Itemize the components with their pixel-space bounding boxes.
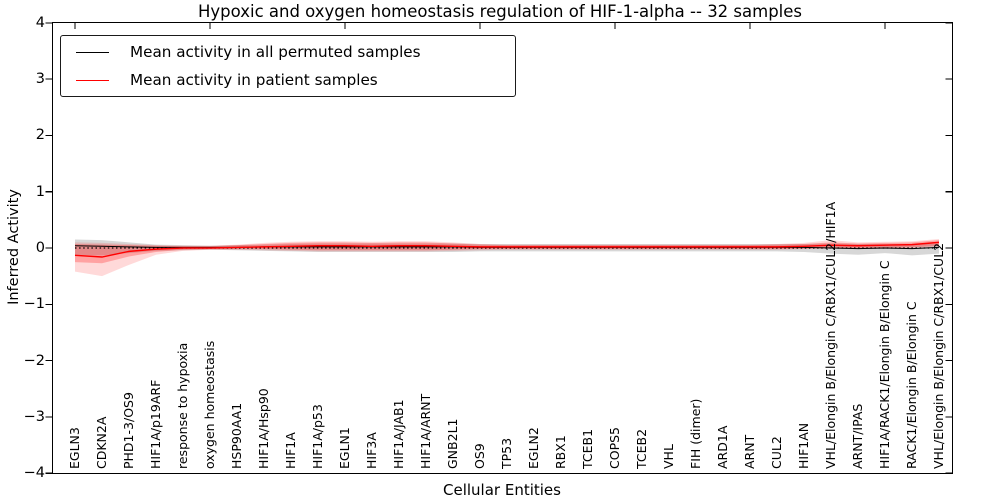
y-tick-label: −4 [23, 465, 45, 482]
x-tick-label: FIH (dimer) [688, 398, 703, 469]
x-tick-label: HIF1A/JAB1 [391, 399, 406, 469]
y-tick-label: 4 [35, 14, 45, 31]
chart-title: Hypoxic and oxygen homeostasis regulatio… [197, 2, 803, 21]
x-tick-label: TP53 [499, 437, 514, 469]
x-tick-label: CDKN2A [94, 416, 109, 469]
x-tick-label: HIF1A [283, 432, 298, 469]
x-tick-label: HIF1A/p19ARF [148, 379, 163, 469]
x-tick-label: HSP90AA1 [229, 402, 244, 469]
x-tick-label: VHL/Elongin B/Elongin C/RBX1/CUL2/HIF1A [823, 201, 838, 469]
x-tick-label: TCEB1 [580, 428, 595, 469]
x-tick-label: HIF1AN [796, 422, 811, 469]
x-tick-label: ARD1A [715, 425, 730, 469]
x-tick-label: HIF3A [364, 432, 379, 469]
legend-item-patient: Mean activity in patient samples [61, 71, 515, 89]
x-tick-label: CUL2 [769, 436, 784, 469]
legend-label-patient: Mean activity in patient samples [130, 71, 378, 89]
x-tick-label: PHD1-3/OS9 [121, 392, 136, 469]
x-tick-label: ARNT/IPAS [850, 403, 865, 469]
x-tick-label: HIF1A/ARNT [418, 393, 433, 469]
x-tick-label: HIF1A/RACK1/Elongin B/Elongin C [877, 260, 892, 469]
permuted-line-sample [76, 51, 109, 53]
y-tick-label: 1 [35, 183, 45, 200]
y-tick-label: −3 [23, 408, 45, 425]
x-tick-label: RACK1/Elongin B/Elongin C [904, 301, 919, 469]
legend-label-permuted: Mean activity in all permuted samples [130, 43, 421, 61]
y-tick-label: 3 [35, 71, 45, 88]
x-tick-label: EGLN3 [67, 427, 82, 469]
x-tick-label: HIF1A/p53 [310, 404, 325, 469]
y-tick-label: 2 [35, 127, 45, 144]
x-tick-label: HIF1A/Hsp90 [256, 388, 271, 469]
x-tick-label: OS9 [472, 443, 487, 469]
y-tick-label: 0 [35, 240, 45, 256]
x-tick-label: TCEB2 [634, 428, 649, 469]
y-tick-label: −2 [23, 352, 45, 369]
x-tick-label: VHL [661, 444, 676, 469]
patient-line-sample [76, 79, 109, 81]
legend-box: Mean activity in all permuted samples Me… [60, 35, 516, 97]
x-tick-label: EGLN2 [526, 427, 541, 469]
x-tick-label: ARNT [742, 434, 757, 469]
x-tick-label: RBX1 [553, 435, 568, 469]
x-tick-label: COPS5 [607, 427, 622, 469]
x-axis-label: Cellular Entities [443, 481, 561, 499]
legend-item-permuted: Mean activity in all permuted samples [61, 43, 515, 61]
x-tick-label: response to hypoxia [175, 342, 190, 469]
y-tick-label: −1 [23, 296, 45, 313]
x-tick-label: EGLN1 [337, 427, 352, 469]
x-tick-label: GNB2L1 [445, 418, 460, 469]
x-tick-label: VHL/Elongin B/Elongin C/RBX1/CUL2 [931, 242, 946, 469]
x-tick-label: oxygen homeostasis [202, 340, 217, 469]
patient-mean-line [74, 241, 940, 258]
